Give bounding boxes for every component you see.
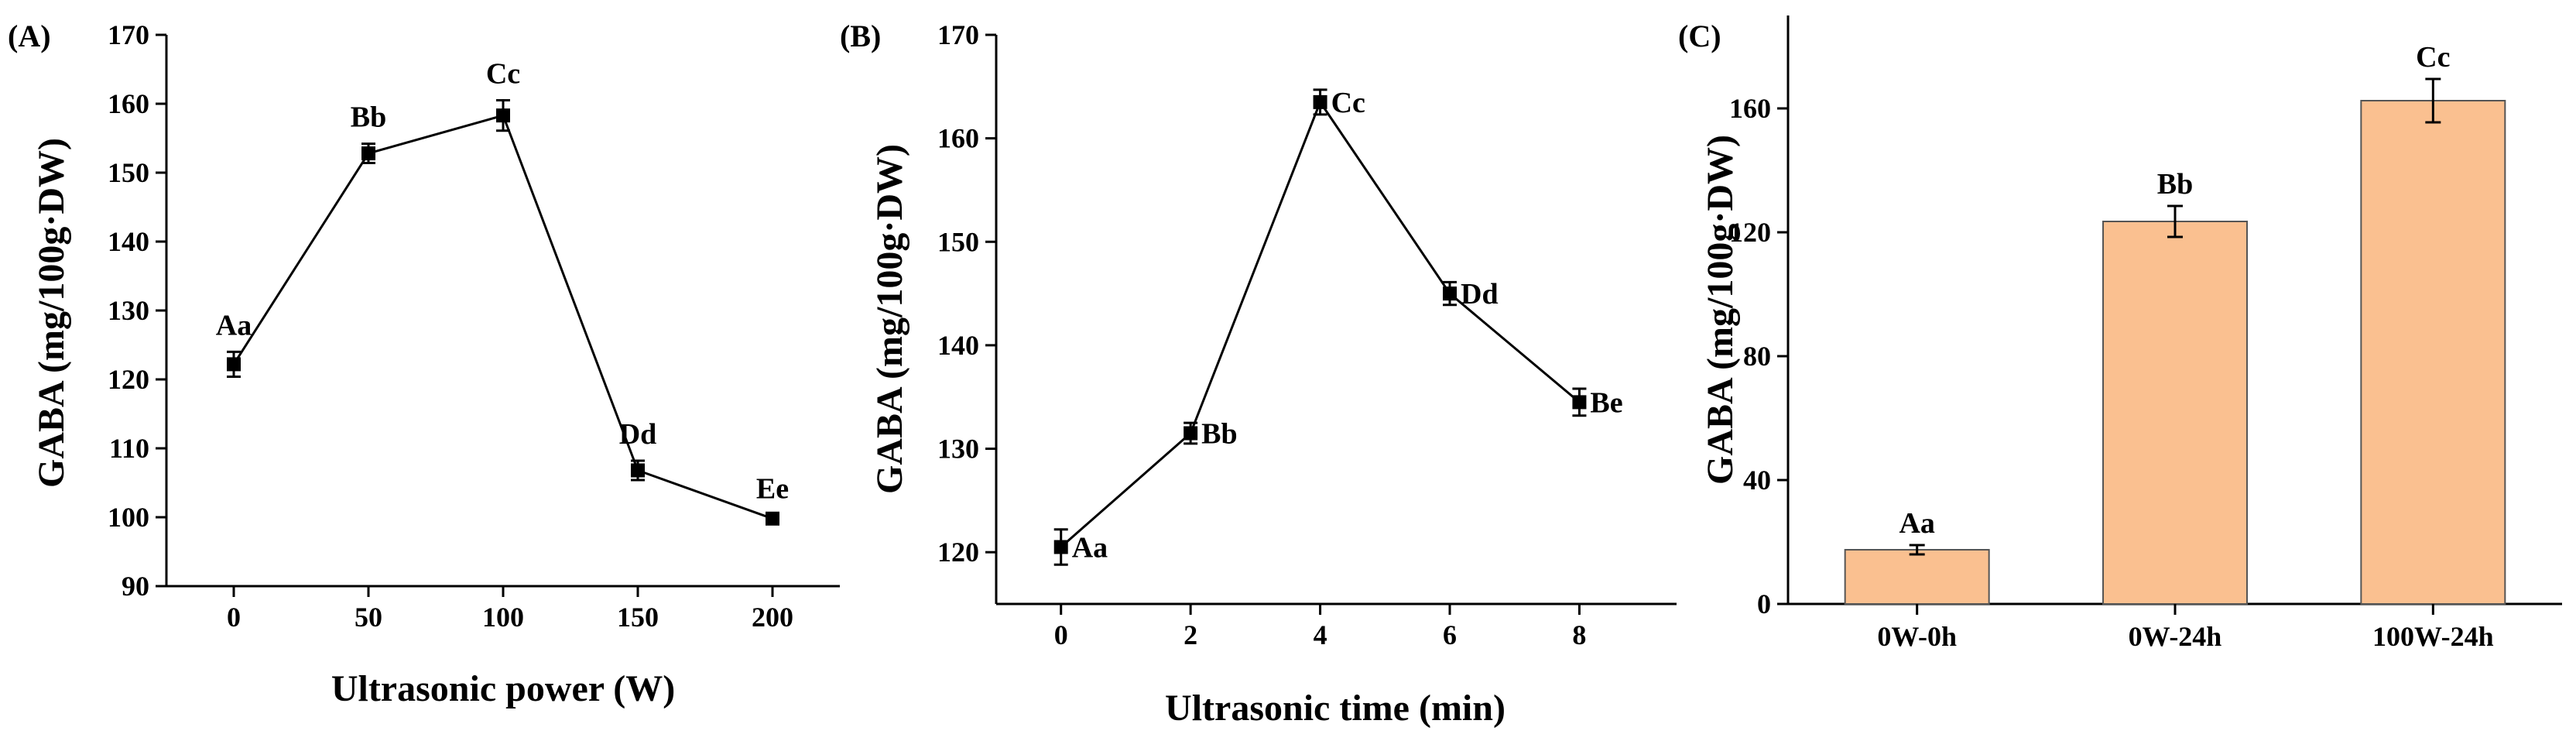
data-point <box>1184 427 1197 441</box>
x-tick-label: 200 <box>752 602 793 633</box>
y-tick-label: 100 <box>108 502 149 533</box>
panel-label: (B) <box>840 19 881 53</box>
bar <box>1845 550 1989 604</box>
x-tick-label: 0 <box>227 602 241 633</box>
series-line <box>1061 102 1580 547</box>
y-tick-label: 160 <box>108 88 149 119</box>
data-point <box>227 357 241 371</box>
data-label: Aa <box>216 309 252 341</box>
y-tick-label: 120 <box>937 537 979 568</box>
y-axis-title: GABA (mg/100g·DW) <box>31 138 72 488</box>
data-label: Aa <box>1899 507 1934 540</box>
y-axis-title: GABA (mg/100g·DW) <box>869 144 910 494</box>
y-tick-label: 170 <box>937 19 979 50</box>
panel-label: (A) <box>8 19 51 53</box>
y-tick-label: 140 <box>108 226 149 257</box>
data-label: Cc <box>1331 87 1365 119</box>
x-axis-title: Ultrasonic time (min) <box>1165 688 1506 729</box>
panel-label: (C) <box>1678 19 1721 53</box>
x-tick-label: 150 <box>617 602 659 633</box>
data-label: Dd <box>1461 278 1499 310</box>
y-tick-label: 170 <box>108 19 149 50</box>
y-axis-title: GABA (mg/100g·DW) <box>1700 135 1741 485</box>
x-axis-title: Ultrasonic power (W) <box>331 668 675 709</box>
x-tick-label: 0 <box>1054 619 1068 650</box>
data-label: Be <box>1590 386 1622 419</box>
y-tick-label: 110 <box>109 433 149 464</box>
data-label: Ee <box>756 472 789 505</box>
data-label: Aa <box>1072 532 1108 564</box>
x-tick-label: 0W-0h <box>1877 621 1957 652</box>
x-tick-label: 8 <box>1572 619 1586 650</box>
data-label: Cc <box>486 58 520 91</box>
y-tick-label: 120 <box>108 364 149 395</box>
x-tick-label: 50 <box>355 602 382 633</box>
data-point <box>361 146 375 160</box>
y-tick-label: 150 <box>937 226 979 257</box>
data-point <box>1054 540 1068 554</box>
data-label: Dd <box>619 418 657 451</box>
series-line <box>234 115 772 519</box>
y-tick-label: 0 <box>1757 588 1771 619</box>
y-tick-label: 130 <box>937 434 979 465</box>
data-point <box>1314 95 1327 109</box>
data-point <box>766 512 779 526</box>
y-tick-label: 140 <box>937 330 979 361</box>
data-label: Cc <box>2416 41 2450 74</box>
data-label: Bb <box>2157 168 2193 201</box>
bar <box>2361 101 2505 604</box>
x-tick-label: 0W-24h <box>2129 621 2222 652</box>
data-label: Bb <box>1201 418 1237 451</box>
data-label: Bb <box>351 101 386 134</box>
panel-b-time-chart: (B) 120 130 140 150 160 170 GABA (mg/100g·DW) 0 2… <box>840 19 1677 729</box>
data-point <box>496 108 510 122</box>
data-point <box>1443 286 1457 300</box>
y-tick-label: 160 <box>937 123 979 154</box>
x-tick-label: 2 <box>1184 619 1197 650</box>
y-tick-label: 90 <box>122 571 149 602</box>
y-tick-label: 130 <box>108 295 149 326</box>
x-tick-label: 6 <box>1443 619 1457 650</box>
y-tick-label: 160 <box>1729 93 1771 124</box>
data-point <box>1572 395 1586 409</box>
panel-a-power-chart: (A) 90 100 110 120 130 140 150 160 170 GABA (mg/10… <box>8 19 840 709</box>
y-tick-label: 40 <box>1743 465 1771 496</box>
bar <box>2103 221 2247 604</box>
data-point <box>631 463 645 477</box>
x-tick-label: 100W-24h <box>2372 621 2494 652</box>
y-tick-label: 150 <box>108 157 149 188</box>
x-tick-label: 4 <box>1314 619 1327 650</box>
y-tick-label: 80 <box>1743 341 1771 372</box>
x-tick-label: 100 <box>482 602 524 633</box>
